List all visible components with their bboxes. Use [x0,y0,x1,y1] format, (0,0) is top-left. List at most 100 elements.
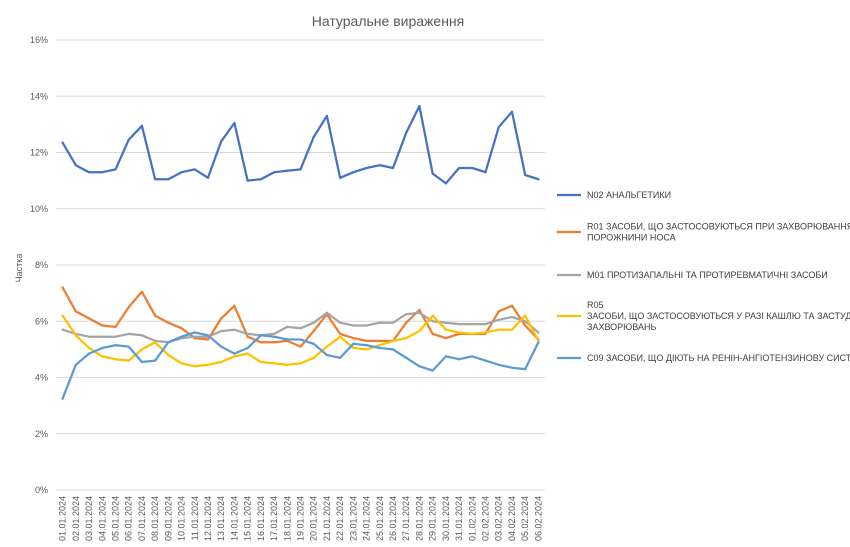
data-point [87,335,91,338]
data-point [510,366,514,369]
legend-label: N02 АНАЛЬГЕТИКИ [587,190,671,200]
data-point [167,321,170,324]
y-tick-label: 4% [35,373,48,383]
data-point [140,124,144,127]
data-point [299,338,302,341]
data-point [405,131,408,134]
data-point [471,332,474,336]
legend-item: C09 ЗАСОБИ, ЩО ДІЮТЬ НА РЕНІН-АНГІОТЕНЗИ… [557,353,850,363]
data-point [524,324,527,327]
data-point [74,363,77,366]
y-axis-ticks: 0% 2% 4% 6% 8% 10% 12% 14% 16% [30,35,48,495]
data-point [220,317,223,320]
data-point [233,352,236,355]
data-point [206,363,210,366]
data-point [352,342,355,345]
data-point [418,329,421,333]
data-point [246,346,249,350]
x-tick-label: 15.01.2024 [243,496,253,541]
legend-label: ПОРОЖНИНИ НОСА [587,233,676,243]
data-point [365,339,368,343]
data-point [127,359,130,362]
data-point [325,345,329,348]
data-point [510,328,514,331]
data-point [312,356,315,359]
x-tick-label: 16.01.2024 [256,496,266,541]
data-point [339,176,342,179]
y-tick-label: 8% [35,260,48,270]
data-point [431,320,434,323]
x-tick-label: 02.01.2024 [71,496,81,541]
data-point [484,171,487,174]
data-point [339,332,342,336]
data-point [497,310,500,313]
data-point [510,110,514,113]
data-point [259,341,262,344]
data-point [378,339,381,343]
y-tick-label: 14% [30,91,48,101]
data-point [299,362,302,365]
y-tick-label: 6% [35,316,48,326]
data-point [220,329,223,333]
data-point [312,329,315,333]
data-point [405,313,408,316]
gridlines [56,39,545,491]
data-point [299,345,302,348]
data-point [391,321,395,324]
series-lines [61,104,540,400]
data-point [286,325,289,328]
x-tick-label: 17.01.2024 [269,496,279,541]
legend-label: ЗАСОБИ, ЩО ЗАСТОСОВУЮТЬСЯ У РАЗІ КАШЛЮ Т… [587,311,850,321]
data-point [61,314,64,317]
data-point [339,356,342,359]
data-point [524,320,527,323]
data-point [114,335,117,338]
data-point [444,182,447,185]
data-point [286,338,289,341]
data-point [272,171,276,174]
data-point [220,140,223,143]
data-point [378,164,381,167]
data-point [471,355,474,358]
data-point [101,346,104,350]
x-axis-ticks: 01.01.2024 02.01.2024 03.01.2024 04.01.2024… [58,496,544,541]
data-point [431,332,434,336]
data-point [101,355,104,358]
x-tick-label: 27.01.2024 [401,496,411,541]
data-point [352,324,355,327]
data-point [193,335,196,338]
data-point [61,286,64,289]
data-point [431,369,434,372]
x-tick-label: 04.02.2024 [507,496,517,541]
x-tick-label: 03.01.2024 [84,496,94,541]
data-point [524,314,527,317]
data-point [352,171,355,174]
data-point [87,352,91,355]
data-point [233,355,236,358]
data-point [114,325,117,328]
data-point [259,334,262,337]
data-point [167,353,170,357]
y-tick-label: 16% [30,35,48,45]
data-point [484,322,487,326]
x-tick-label: 11.01.2024 [190,496,200,540]
x-tick-label: 21.01.2024 [322,496,332,541]
legend-item: M01 ПРОТИЗАПАЛЬНІ ТА ПРОТИРЕВМАТИЧНІ ЗАС… [557,270,828,280]
data-point [444,337,447,340]
data-point [444,355,447,358]
series-line-1 [61,286,540,348]
data-point [61,141,64,144]
data-point [286,363,289,366]
data-point [167,178,170,181]
y-axis-label: Частка [14,254,24,283]
data-point [444,328,447,331]
data-point [127,138,130,141]
data-point [484,359,487,362]
x-tick-label: 05.01.2024 [110,496,120,541]
data-point [180,362,183,365]
data-point [325,311,329,314]
data-point [74,164,77,167]
data-point [537,341,540,344]
